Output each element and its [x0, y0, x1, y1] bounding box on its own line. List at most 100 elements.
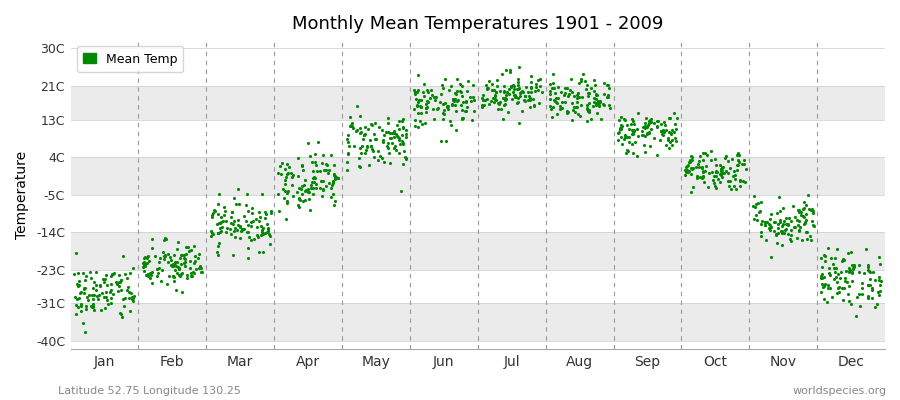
Point [99, 272, 113, 278]
Point [213, 225, 228, 231]
Point [845, 262, 859, 269]
Point [553, 106, 567, 112]
Point [668, 134, 682, 141]
Point [568, 109, 582, 116]
Point [695, 165, 709, 171]
Point [124, 290, 139, 296]
Point [669, 126, 683, 132]
Point [775, 221, 789, 227]
Point [227, 217, 241, 224]
Point [590, 91, 604, 98]
Point [170, 239, 184, 246]
Point [716, 170, 731, 176]
Bar [70, 157, 885, 195]
Point [680, 169, 695, 175]
Point [230, 226, 245, 233]
Point [382, 160, 397, 167]
Point [705, 169, 719, 176]
Point [451, 97, 465, 104]
Point [735, 178, 750, 184]
Point [234, 228, 248, 234]
Point [865, 285, 879, 292]
Point [732, 156, 746, 163]
Point [126, 295, 140, 302]
Title: Monthly Mean Temperatures 1901 - 2009: Monthly Mean Temperatures 1901 - 2009 [292, 15, 663, 33]
Point [354, 129, 368, 136]
Point [637, 124, 652, 130]
Point [237, 226, 251, 232]
Point [313, 168, 328, 175]
Point [160, 258, 175, 265]
Point [511, 99, 526, 105]
Point [779, 221, 794, 227]
Point [177, 255, 192, 262]
Point [86, 292, 101, 298]
Point [78, 285, 93, 291]
Point [92, 292, 106, 298]
Point [410, 87, 425, 93]
Point [353, 125, 367, 132]
Point [773, 216, 788, 223]
Point [871, 288, 886, 295]
Point [154, 278, 168, 284]
Point [651, 118, 665, 125]
Point [708, 169, 723, 175]
Point [409, 89, 423, 95]
Point [642, 130, 656, 136]
Point [140, 272, 155, 279]
Point [770, 225, 785, 231]
Point [139, 272, 153, 278]
Point [798, 228, 813, 235]
Point [788, 224, 802, 231]
Point [597, 91, 611, 97]
Point [155, 267, 169, 273]
Point [159, 281, 174, 287]
Point [446, 96, 460, 102]
Point [715, 171, 729, 177]
Point [343, 114, 357, 120]
Point [732, 159, 746, 166]
Point [685, 157, 699, 164]
Point [205, 210, 220, 216]
Point [691, 161, 706, 167]
Point [194, 269, 208, 275]
Point [575, 70, 590, 77]
Point [529, 84, 544, 90]
Point [414, 104, 428, 110]
Point [759, 236, 773, 243]
Point [277, 187, 292, 194]
Point [395, 118, 410, 124]
Point [863, 269, 878, 275]
Point [159, 236, 174, 242]
Point [252, 218, 266, 224]
Point [424, 87, 438, 94]
Point [292, 195, 306, 202]
Point [240, 255, 255, 262]
Point [776, 205, 790, 211]
Point [628, 139, 643, 146]
Point [177, 251, 192, 258]
Point [724, 185, 738, 192]
Point [421, 89, 436, 96]
Point [411, 97, 426, 103]
Point [758, 222, 772, 228]
Point [778, 214, 793, 221]
Point [306, 175, 320, 182]
Point [327, 202, 341, 208]
Point [640, 129, 654, 136]
Point [728, 186, 742, 192]
Point [814, 264, 829, 270]
Point [309, 162, 323, 168]
Point [560, 108, 574, 114]
Point [730, 162, 744, 168]
Point [814, 275, 828, 281]
Point [498, 96, 512, 103]
Point [296, 182, 310, 189]
Point [814, 289, 828, 296]
Point [783, 218, 797, 224]
Point [392, 137, 406, 143]
Point [508, 94, 523, 100]
Point [232, 223, 247, 229]
Point [166, 273, 181, 279]
Point [620, 134, 634, 140]
